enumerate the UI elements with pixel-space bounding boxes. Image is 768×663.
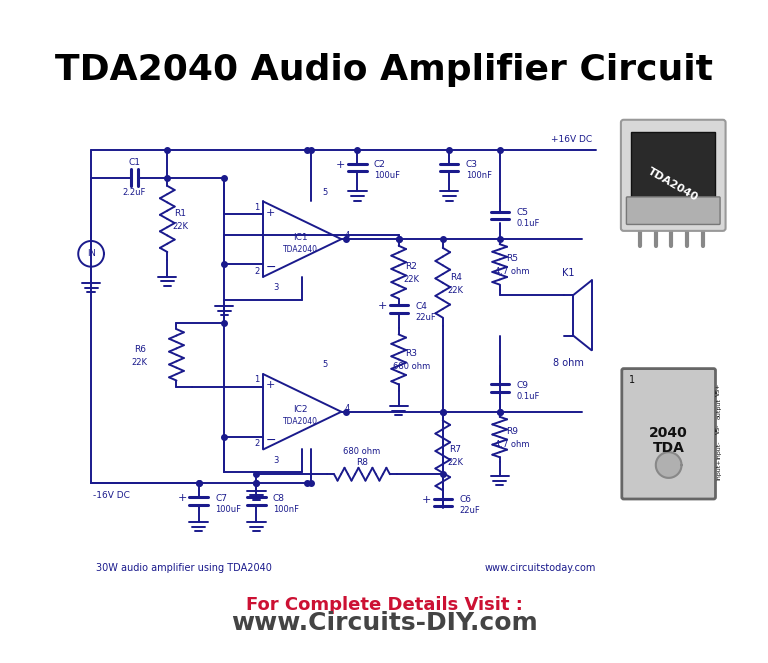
- Text: C2: C2: [374, 160, 386, 169]
- Text: 2: 2: [254, 267, 260, 276]
- Text: 22K: 22K: [132, 357, 147, 367]
- Text: R2: R2: [406, 262, 418, 271]
- Text: 680 ohm: 680 ohm: [393, 362, 430, 371]
- Text: IN: IN: [87, 249, 95, 259]
- Text: TDA2040 Audio Amplifier Circuit: TDA2040 Audio Amplifier Circuit: [55, 53, 713, 88]
- Text: 2: 2: [254, 440, 260, 448]
- Text: 4: 4: [344, 231, 349, 240]
- Text: 680 ohm: 680 ohm: [343, 447, 381, 455]
- Text: IC2: IC2: [293, 406, 308, 414]
- Text: R6: R6: [134, 345, 146, 354]
- Text: K1: K1: [562, 268, 574, 278]
- Text: C1: C1: [128, 158, 141, 168]
- Text: +: +: [177, 493, 187, 503]
- Text: 2040: 2040: [649, 426, 688, 440]
- Text: VS+: VS+: [717, 382, 721, 396]
- Text: 1: 1: [254, 375, 260, 384]
- Text: C7: C7: [215, 493, 227, 503]
- Text: www.circuitstoday.com: www.circuitstoday.com: [485, 563, 596, 573]
- Text: R7: R7: [449, 446, 462, 454]
- Text: input+: input+: [717, 459, 721, 481]
- Text: 100uF: 100uF: [374, 171, 400, 180]
- Text: C6: C6: [459, 495, 472, 505]
- Text: 22uF: 22uF: [459, 507, 480, 515]
- Text: 5: 5: [322, 188, 327, 197]
- Text: 2.2uF: 2.2uF: [123, 188, 146, 197]
- Text: 22K: 22K: [448, 286, 464, 294]
- Text: output: output: [717, 398, 721, 420]
- Text: TDA2040: TDA2040: [647, 166, 700, 204]
- Text: R3: R3: [406, 349, 418, 359]
- Text: For Complete Details Visit :: For Complete Details Visit :: [246, 595, 522, 613]
- Text: C4: C4: [415, 302, 427, 311]
- Text: −: −: [266, 261, 276, 274]
- Text: IC1: IC1: [293, 233, 308, 242]
- Text: +16V DC: +16V DC: [551, 135, 592, 145]
- Text: TDA2040: TDA2040: [283, 245, 318, 254]
- Text: 0.1uF: 0.1uF: [516, 219, 540, 228]
- Text: 100uF: 100uF: [215, 505, 241, 514]
- Text: 22K: 22K: [172, 222, 188, 231]
- Text: R8: R8: [356, 457, 368, 467]
- Text: R1: R1: [174, 209, 186, 218]
- Text: −: −: [266, 434, 276, 447]
- FancyBboxPatch shape: [627, 197, 720, 225]
- Text: 1: 1: [629, 375, 635, 385]
- Text: 100nF: 100nF: [273, 505, 299, 514]
- Text: C3: C3: [465, 160, 478, 169]
- Text: +: +: [422, 495, 431, 505]
- Text: 4.7 ohm: 4.7 ohm: [495, 267, 530, 276]
- Text: 4.7 ohm: 4.7 ohm: [495, 440, 530, 449]
- Text: 1: 1: [254, 202, 260, 211]
- Text: 4: 4: [344, 404, 349, 412]
- Text: C8: C8: [273, 493, 285, 503]
- Text: R4: R4: [450, 272, 462, 282]
- Text: 0.1uF: 0.1uF: [516, 392, 540, 400]
- Text: TDA: TDA: [653, 442, 684, 455]
- Text: +: +: [266, 380, 275, 390]
- Text: 8 ohm: 8 ohm: [553, 358, 584, 368]
- Text: +: +: [266, 208, 275, 217]
- Text: 3: 3: [273, 456, 279, 465]
- Text: 30W audio amplifier using TDA2040: 30W audio amplifier using TDA2040: [96, 563, 272, 573]
- Text: C9: C9: [516, 381, 528, 390]
- Text: TDA2040: TDA2040: [283, 418, 318, 426]
- Text: C5: C5: [516, 208, 528, 217]
- Text: www.Circuits-DIY.com: www.Circuits-DIY.com: [230, 611, 538, 635]
- FancyBboxPatch shape: [621, 120, 726, 231]
- Bar: [631, 132, 716, 201]
- Text: 5: 5: [322, 361, 327, 369]
- Text: 100nF: 100nF: [465, 171, 492, 180]
- Text: 22uF: 22uF: [415, 313, 436, 322]
- Text: 22K: 22K: [403, 275, 419, 284]
- Text: 3: 3: [273, 283, 279, 292]
- Text: R9: R9: [507, 427, 518, 436]
- Text: input-: input-: [717, 440, 721, 459]
- Text: +: +: [378, 301, 387, 311]
- Text: 22K: 22K: [448, 458, 464, 467]
- Text: R5: R5: [507, 255, 518, 263]
- FancyBboxPatch shape: [622, 369, 716, 499]
- Text: +: +: [336, 160, 346, 170]
- Text: VS-: VS-: [717, 424, 721, 434]
- Circle shape: [656, 452, 681, 478]
- Text: -16V DC: -16V DC: [93, 491, 130, 500]
